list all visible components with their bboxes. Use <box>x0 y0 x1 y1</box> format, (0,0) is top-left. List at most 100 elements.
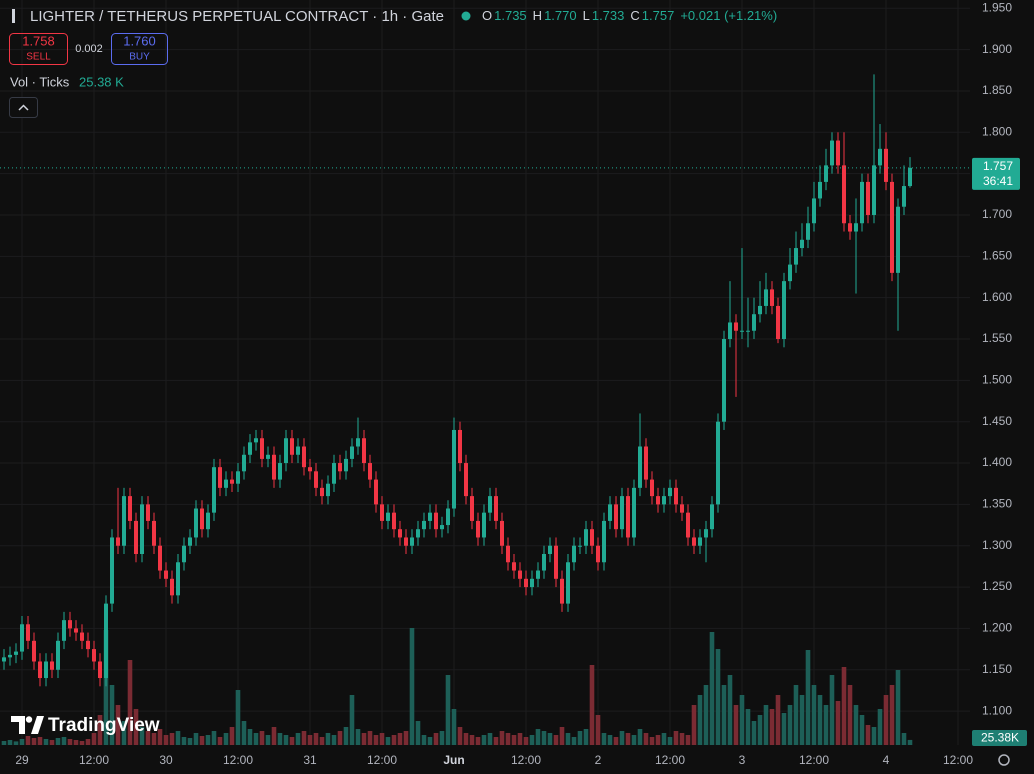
volume-bar <box>793 685 799 745</box>
volume-bar <box>613 737 619 745</box>
y-tick-label: 1.350 <box>982 497 1012 511</box>
volume-bar <box>889 685 895 745</box>
candle-body <box>308 467 313 472</box>
candle-body <box>872 165 877 215</box>
buy-button[interactable] <box>111 33 168 65</box>
collapse-button[interactable] <box>9 97 38 118</box>
volume-bar <box>799 695 805 745</box>
sell-price[interactable]: 1.758 <box>22 33 55 48</box>
candle-body <box>368 463 373 480</box>
ohlc-key: C <box>630 8 639 23</box>
volume-bar <box>19 739 25 745</box>
volume-bar <box>295 733 301 745</box>
header: LIGHTER / TETHERUS PERPETUAL CONTRACT · … <box>30 8 444 25</box>
volume-bar <box>709 632 715 745</box>
volume-bar <box>877 709 883 745</box>
volume-bar <box>337 731 343 745</box>
candle-body <box>158 545 163 571</box>
candle-body <box>512 562 517 571</box>
volume-bar <box>775 695 781 745</box>
logo: TradingView <box>11 715 160 736</box>
candle-body <box>488 496 493 513</box>
last-volume-tag <box>972 730 1027 746</box>
candle-body <box>830 140 835 166</box>
volume-bar <box>571 737 577 745</box>
candle-body <box>104 603 109 679</box>
candle-body <box>290 438 295 455</box>
buy-price[interactable]: 1.760 <box>123 33 156 48</box>
candle-body <box>182 545 187 563</box>
candle-body <box>836 140 841 166</box>
candle-body <box>254 438 259 443</box>
candle-body <box>734 322 739 331</box>
volume-bar <box>151 733 157 745</box>
settings-icon[interactable] <box>998 754 1010 766</box>
volume-bar <box>115 705 121 745</box>
volume-bar <box>13 741 19 745</box>
volume-bar <box>61 737 67 745</box>
volume-bar <box>175 731 181 745</box>
x-tick-label: 12:00 <box>367 753 397 767</box>
volume-bar <box>199 736 205 745</box>
candle-body <box>806 223 811 240</box>
sell-button[interactable] <box>9 33 68 65</box>
candle-body <box>818 181 823 199</box>
volume-bar <box>445 675 451 745</box>
volume-bar <box>439 731 445 745</box>
last-price-label: 1.757 <box>983 159 1013 173</box>
candle-body <box>332 463 337 484</box>
candle-body <box>230 479 235 484</box>
candle-body <box>476 520 481 538</box>
candle-body <box>440 525 445 530</box>
candle-body <box>272 454 277 480</box>
volume-bar <box>523 737 529 745</box>
candle-body <box>866 181 871 215</box>
candle-body <box>134 520 139 554</box>
candle-body <box>596 545 601 563</box>
sell-label[interactable]: SELL <box>26 52 51 63</box>
candle-body <box>152 520 157 546</box>
candle-body <box>680 504 685 513</box>
candle-body <box>236 471 241 484</box>
candle-body <box>326 483 331 497</box>
candle-body <box>812 198 817 224</box>
volume-bar <box>697 695 703 745</box>
volume-bar <box>355 729 361 745</box>
collapse-icon[interactable] <box>18 104 29 111</box>
volume-bar <box>649 737 655 745</box>
candle-body <box>110 537 115 604</box>
volume-bar <box>535 729 541 745</box>
candle-body <box>530 578 535 588</box>
candle-body <box>668 487 673 497</box>
volume-bar <box>277 733 283 745</box>
candle-body <box>206 512 211 530</box>
volume-bar <box>403 731 409 745</box>
volume-bar <box>469 735 475 745</box>
candle-body <box>746 330 751 332</box>
candle-body <box>284 438 289 464</box>
volume-bar <box>253 733 259 745</box>
candle-body <box>380 504 385 521</box>
candle-body <box>116 537 121 546</box>
volume-bar <box>691 705 697 745</box>
volume-bar <box>1 741 7 745</box>
candle-body <box>776 305 781 340</box>
volume-bar <box>841 667 847 745</box>
candle-body <box>428 512 433 521</box>
candle-body <box>710 504 715 530</box>
buy-label[interactable]: BUY <box>129 52 150 63</box>
volume-bar <box>55 738 61 745</box>
volume-bar <box>631 735 637 745</box>
candle-body <box>470 496 475 521</box>
volume-bar <box>85 739 91 745</box>
candle-body <box>458 429 463 464</box>
volume-bar <box>79 741 85 745</box>
candle-body <box>20 624 25 652</box>
volume-bar <box>685 735 691 745</box>
volume-legend-value: 25.38 K <box>79 74 124 89</box>
candle-body <box>248 442 253 455</box>
volume-bar <box>25 736 31 745</box>
candle-body <box>626 496 631 538</box>
candle-body <box>404 537 409 546</box>
candle-body <box>302 446 307 468</box>
